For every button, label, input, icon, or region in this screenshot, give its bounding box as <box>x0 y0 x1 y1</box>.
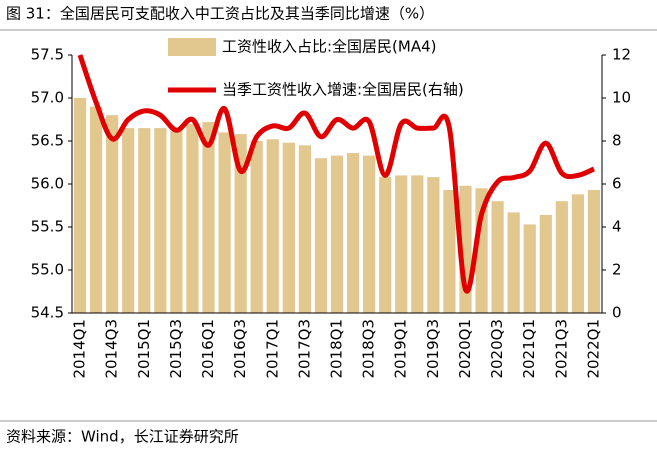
y-tick-label: 54.5 <box>31 304 64 322</box>
y-tick-label: 56.5 <box>31 132 64 150</box>
bar <box>379 177 392 313</box>
x-tick-label: 2015Q1 <box>135 319 153 379</box>
bar <box>154 128 167 313</box>
y-tick-label: 55.5 <box>31 218 64 236</box>
bar <box>282 142 295 313</box>
bar <box>411 175 424 313</box>
bar <box>523 224 536 313</box>
bar <box>106 115 119 313</box>
bar <box>234 134 247 313</box>
legend-label: 工资性收入占比:全国居民(MA4) <box>222 38 437 56</box>
y-tick-label: 55.0 <box>31 261 64 279</box>
bar <box>395 175 408 313</box>
legend-swatch <box>168 38 216 56</box>
bar <box>427 177 440 313</box>
bar <box>122 128 135 313</box>
bar <box>314 158 328 313</box>
x-tick-label: 2020Q1 <box>456 319 474 379</box>
bar <box>266 139 279 313</box>
x-tick-label: 2019Q3 <box>424 319 442 379</box>
bar <box>507 212 520 313</box>
source: 资料来源：Wind，长江证券研究所 <box>6 428 239 446</box>
bar <box>170 130 183 313</box>
bar <box>202 122 215 313</box>
x-tick-label: 2014Q3 <box>103 319 121 379</box>
y2-tick-label: 12 <box>612 46 631 64</box>
y2-tick-label: 8 <box>612 132 622 150</box>
bar <box>73 98 87 313</box>
bar <box>443 190 456 313</box>
bar <box>138 128 151 313</box>
x-tick-label: 2021Q1 <box>520 319 538 379</box>
y2-tick-label: 6 <box>612 175 622 193</box>
bar <box>587 190 601 313</box>
y2-tick-label: 4 <box>612 218 622 236</box>
bar <box>330 155 344 313</box>
x-tick-label: 2018Q3 <box>360 319 378 379</box>
y-tick-label: 57.5 <box>31 46 64 64</box>
bar <box>555 201 568 313</box>
bar <box>186 123 199 313</box>
x-tick-label: 2016Q1 <box>199 319 217 379</box>
bar <box>218 132 231 313</box>
x-tick-label: 2021Q3 <box>552 319 570 379</box>
bar <box>298 145 311 313</box>
line <box>77 54 595 294</box>
bar <box>571 194 585 313</box>
bar <box>491 201 504 313</box>
x-tick-label: 2017Q3 <box>295 319 313 379</box>
x-tick-label: 2019Q1 <box>392 319 410 379</box>
legend-label: 当季工资性收入增速:全国居民(右轴) <box>222 81 464 99</box>
y2-tick-label: 10 <box>612 89 631 107</box>
x-tick-label: 2022Q1 <box>584 319 602 379</box>
x-tick-label: 2014Q1 <box>71 319 89 379</box>
x-tick-label: 2018Q1 <box>328 319 346 379</box>
bar <box>363 155 376 313</box>
chart-title: 图 31：全国居民可支配收入中工资占比及其当季同比增速（%） <box>6 5 434 23</box>
y-tick-label: 56.0 <box>31 175 64 193</box>
y-tick-label: 57.0 <box>31 89 64 107</box>
y2-tick-label: 0 <box>612 304 622 322</box>
x-tick-label: 2015Q3 <box>167 319 185 379</box>
y2-tick-label: 2 <box>612 261 622 279</box>
x-tick-label: 2016Q3 <box>231 319 249 379</box>
x-tick-label: 2017Q1 <box>263 319 281 379</box>
bar <box>250 141 263 313</box>
bar <box>89 106 103 313</box>
bar <box>539 214 552 313</box>
x-tick-label: 2020Q3 <box>488 319 506 379</box>
bar <box>346 153 360 313</box>
